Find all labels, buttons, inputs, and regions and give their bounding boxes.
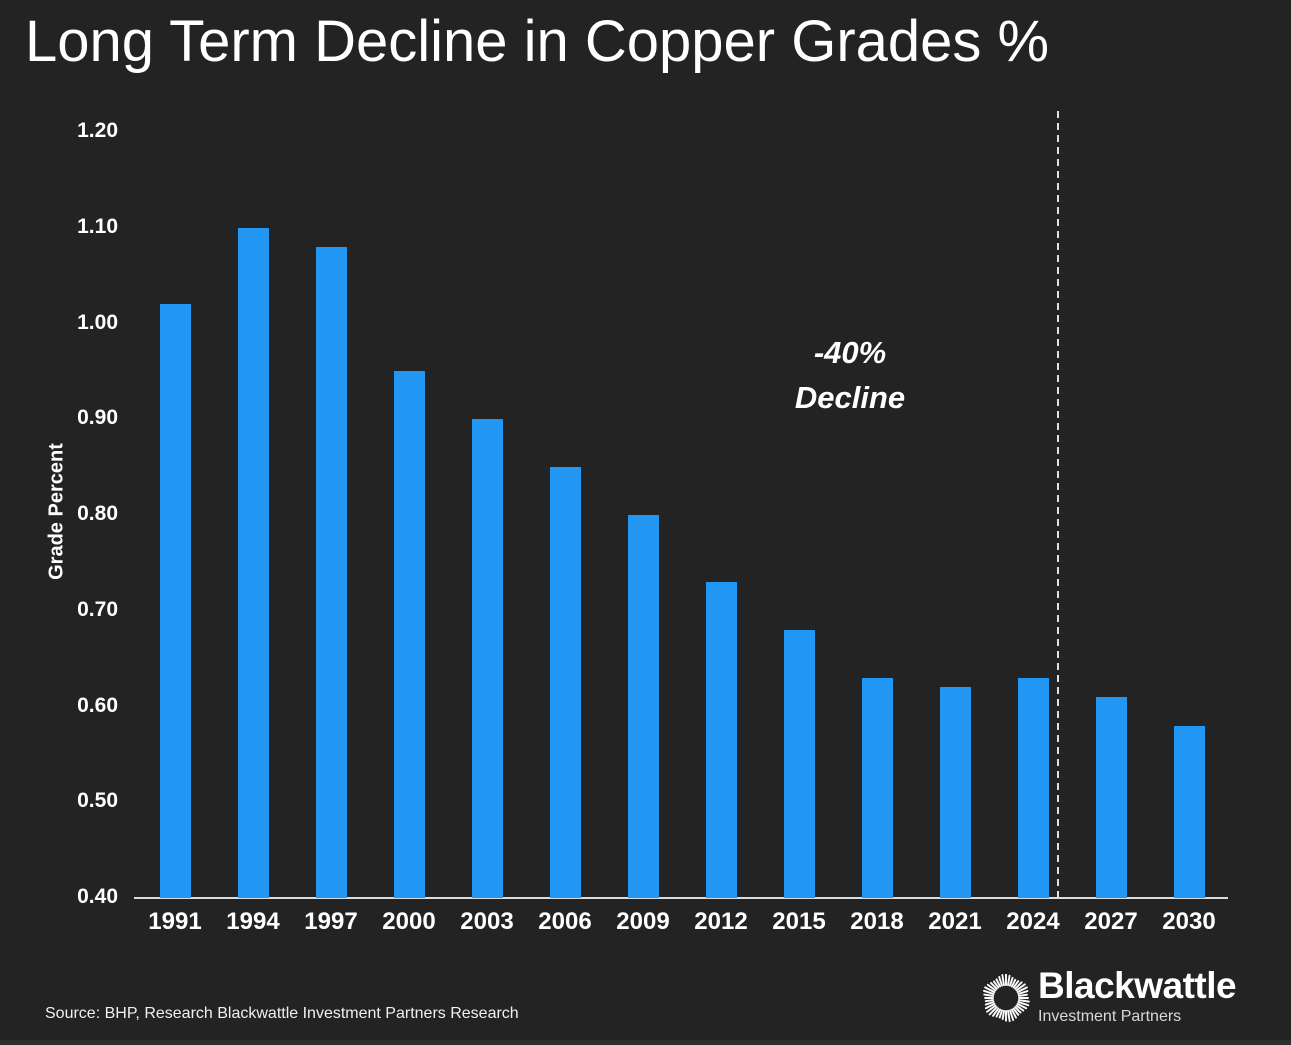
x-tick-label-2006: 2006: [538, 908, 592, 935]
x-tick-label-2021: 2021: [928, 908, 982, 935]
footer-strip: [0, 1040, 1291, 1045]
x-tick-label-2018: 2018: [850, 908, 904, 935]
x-tick-label-2024: 2024: [1006, 908, 1060, 935]
x-tick-label-1997: 1997: [304, 908, 358, 935]
logo-subtitle: Investment Partners: [1038, 1008, 1182, 1025]
x-tick-label-2003: 2003: [460, 908, 514, 935]
y-tick-label-0.60: 0.60: [77, 693, 118, 717]
bar-1994: [237, 227, 269, 898]
y-tick-label-0.90: 0.90: [77, 406, 118, 430]
x-tick-label-2030: 2030: [1162, 908, 1216, 935]
x-tick-label-2000: 2000: [382, 908, 436, 935]
bar-1997: [315, 246, 347, 898]
decline-annotation-line1: -40%: [813, 335, 887, 370]
x-tick-label-1994: 1994: [226, 908, 280, 935]
bar-2006: [549, 467, 581, 898]
bar-2027: [1095, 696, 1127, 898]
bar-2000: [393, 371, 425, 898]
source-note: Source: BHP, Research Blackwattle Invest…: [45, 1005, 519, 1022]
y-tick-label-1.20: 1.20: [77, 119, 118, 142]
bar-2024: [1017, 677, 1049, 898]
bar-1991: [159, 304, 191, 898]
bar-2012: [705, 582, 737, 898]
bar-2018: [861, 677, 893, 898]
x-tick-label-2027: 2027: [1084, 908, 1138, 935]
bar-2003: [471, 419, 503, 898]
y-tick-label-0.50: 0.50: [77, 789, 118, 813]
x-tick-label-2015: 2015: [772, 908, 826, 935]
bar-2009: [627, 515, 659, 898]
logo-name: Blackwattle: [1038, 965, 1237, 1006]
y-tick-label-0.70: 0.70: [77, 597, 118, 621]
decline-annotation: -40% Decline: [744, 330, 956, 420]
sunburst-logo-icon: [982, 974, 1030, 1022]
x-axis-line: [134, 897, 1228, 899]
forecast-divider-dashed-line: [1057, 111, 1059, 903]
x-tick-label-2012: 2012: [694, 908, 748, 935]
x-tick-label-2009: 2009: [616, 908, 670, 935]
page-title: Long Term Decline in Copper Grades %: [25, 9, 1050, 74]
bar-2030: [1173, 725, 1205, 898]
y-tick-label-0.80: 0.80: [77, 502, 118, 525]
y-tick-label-0.40: 0.40: [77, 885, 118, 908]
x-tick-label-1991: 1991: [148, 908, 202, 935]
bar-2021: [939, 687, 971, 898]
bar-2015: [783, 629, 815, 898]
y-tick-label-1.00: 1.00: [77, 310, 118, 334]
decline-annotation-line2: Decline: [794, 380, 906, 415]
y-tick-label-1.10: 1.10: [77, 214, 118, 238]
